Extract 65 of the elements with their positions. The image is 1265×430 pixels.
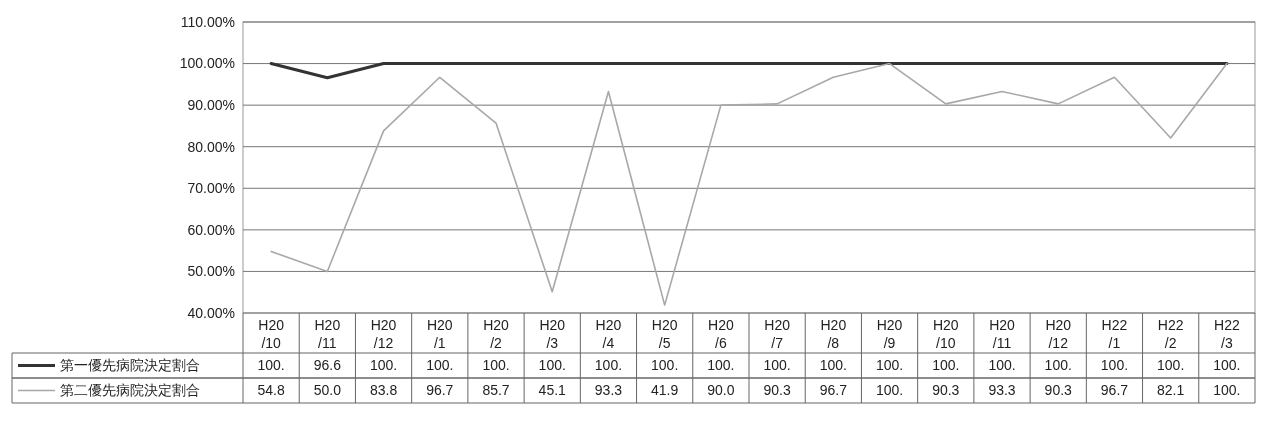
y-tick-label: 50.00% <box>187 263 235 280</box>
data-label: 90.3 <box>763 382 791 399</box>
data-label: 100. <box>1100 357 1129 374</box>
data-label: 45.1 <box>538 382 567 399</box>
data-label: 100. <box>875 382 904 399</box>
x-tick-label: H20/11 <box>989 317 1016 351</box>
data-label: 100. <box>369 357 398 374</box>
data-label: 41.9 <box>651 382 679 399</box>
line-series <box>270 62 1228 306</box>
x-tick-label: H22/1 <box>1101 317 1128 351</box>
data-label: 100. <box>1213 382 1241 399</box>
data-label: 93.3 <box>594 382 623 399</box>
data-label: 96.6 <box>313 357 342 374</box>
x-tick-label: H20/3 <box>539 317 566 351</box>
legend-label: 第二優先病院決定割合 <box>60 382 200 399</box>
y-tick-label: 90.00% <box>187 97 235 114</box>
y-tick-label: 80.00% <box>187 138 235 155</box>
data-label: 100. <box>482 357 510 374</box>
data-label: 100. <box>1213 357 1241 374</box>
data-label: 90.0 <box>707 382 735 399</box>
data-label: 96.7 <box>819 382 848 399</box>
data-label: 100. <box>875 357 904 374</box>
data-label: 100. <box>538 357 566 374</box>
data-label: 100. <box>988 357 1016 374</box>
x-tick-label: H20/6 <box>708 317 734 351</box>
data-label: 50.0 <box>313 382 342 399</box>
data-label: 85.7 <box>482 382 510 399</box>
y-tick-label: 100.00% <box>179 55 235 72</box>
data-label: 83.8 <box>369 382 398 399</box>
x-tick-label: H20/9 <box>876 317 903 351</box>
x-tick-label: H22/2 <box>1157 317 1184 351</box>
data-label: 90.3 <box>1044 382 1073 399</box>
data-label: 100. <box>257 357 285 374</box>
data-label: 100. <box>1157 357 1185 374</box>
x-tick-label: H20/10 <box>932 317 959 351</box>
data-label: 90.3 <box>932 382 960 399</box>
x-tick-label: H20/7 <box>764 317 791 351</box>
data-label: 100. <box>594 357 623 374</box>
x-tick-label: H20/5 <box>651 317 678 351</box>
data-label: 82.1 <box>1157 382 1185 399</box>
data-label: 96.7 <box>1100 382 1129 399</box>
data-label: 100. <box>707 357 735 374</box>
x-tick-label: H20/8 <box>820 317 847 351</box>
y-tick-label: 70.00% <box>187 180 235 197</box>
x-tick-label: H20/12 <box>370 317 397 351</box>
data-label: 100. <box>819 357 847 374</box>
data-label: 54.8 <box>257 382 285 399</box>
x-tick-label: H20/11 <box>314 317 341 351</box>
data-label: 100. <box>763 357 791 374</box>
data-label: 93.3 <box>988 382 1016 399</box>
x-tick-label: H20/2 <box>483 317 510 351</box>
x-tick-label: H22/3 <box>1214 317 1240 351</box>
legend-label: 第一優先病院決定割合 <box>60 357 200 374</box>
y-tick-label: 110.00% <box>180 13 235 30</box>
data-label: 100. <box>426 357 454 374</box>
data-label: 100. <box>1044 357 1072 374</box>
data-label: 100. <box>651 357 679 374</box>
y-tick-label: 60.00% <box>187 221 235 238</box>
x-tick-label: H20/1 <box>426 317 453 351</box>
x-tick-label: H20/10 <box>258 317 285 351</box>
x-tick-label: H20/12 <box>1045 317 1072 351</box>
data-label: 96.7 <box>426 382 454 399</box>
y-tick-label: 40.00% <box>187 304 235 321</box>
x-tick-label: H20/4 <box>595 317 622 351</box>
data-label: 100. <box>932 357 960 374</box>
